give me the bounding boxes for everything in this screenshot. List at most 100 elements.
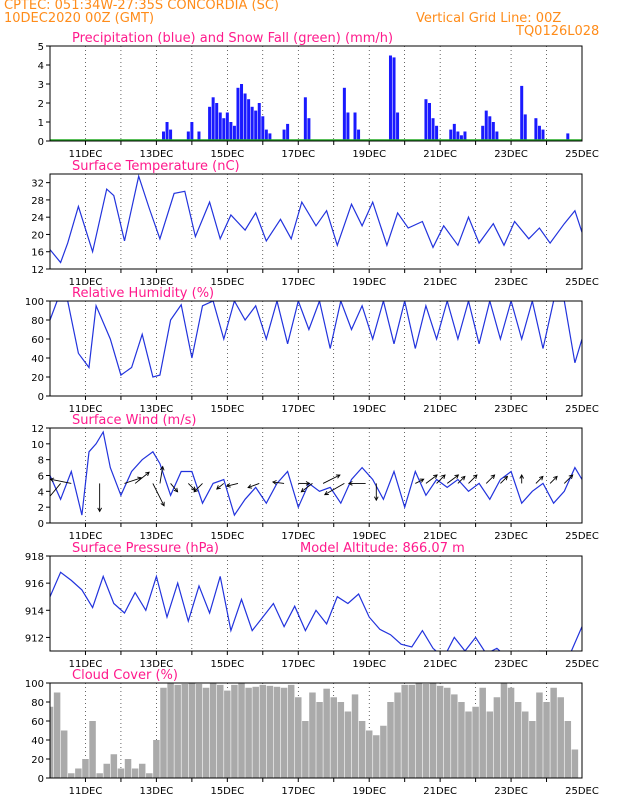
x-date-label: 11DEC (69, 659, 103, 670)
wind-arrowhead (419, 478, 425, 483)
cloud-bar (401, 684, 408, 778)
y-tick-label: 3 (38, 80, 44, 91)
x-date-label: 21DEC (423, 531, 457, 542)
y-tick-label: 2 (38, 99, 44, 110)
cloud-bar (75, 768, 82, 778)
panel-title: Relative Humidity (%) (72, 286, 214, 301)
cloud-bar (316, 702, 323, 778)
x-date-label: 25DEC (565, 149, 599, 160)
x-date-label: 11DEC (69, 786, 103, 797)
panel-pressure: 912 914 916 918 11DEC 13DEC 15DEC 17DEC 19DEC 21D… (25, 541, 599, 670)
cloud-bar (89, 721, 96, 778)
precip-bar (236, 87, 240, 141)
cloud-bar (181, 683, 189, 778)
x-date-label: 13DEC (140, 149, 174, 160)
precip-bar (282, 129, 286, 141)
wind-arrow (272, 481, 285, 484)
y-tick-label: 16 (31, 248, 44, 259)
y-tick-label: 20 (31, 755, 44, 766)
cloud-bar (422, 683, 430, 778)
cloud-bar (557, 697, 564, 778)
cloud-bar (571, 749, 579, 778)
y-tick-label: 1 (38, 118, 44, 129)
panel-title: Surface Wind (m/s) (72, 413, 196, 428)
wind-arrowhead (347, 481, 353, 486)
x-date-label: 23DEC (494, 277, 528, 288)
cloud-bar (280, 687, 288, 778)
precip-bar (346, 112, 350, 141)
cloud-bar (380, 725, 387, 778)
precip-data (50, 55, 582, 141)
wind-arrow (457, 476, 466, 484)
precip-bar (232, 125, 236, 141)
header-date: 10DEC2020 00Z (GMT) (4, 11, 155, 26)
panel-humidity: 0 20 40 60 80 100 11DEC 13DEC 15DEC 17DEC 19DEC 21D… (25, 286, 599, 415)
x-date-label: 17DEC (281, 149, 315, 160)
cloud-bar (522, 711, 529, 778)
precip-bar (392, 57, 396, 141)
cloud-bar (53, 692, 61, 778)
precip-bar (229, 122, 233, 141)
wind-arrowhead (300, 488, 306, 493)
cloud-bar (373, 735, 380, 778)
cloud-data (50, 683, 579, 778)
y-tick-label: 916 (25, 579, 44, 590)
wind-arrow (170, 483, 178, 493)
y-tick-label: 32 (31, 179, 44, 190)
cloud-bar (68, 773, 75, 778)
cloud-bar (96, 773, 103, 778)
humidity-line (50, 301, 582, 378)
cloud-bar (216, 684, 224, 778)
cloud-bar (415, 683, 423, 778)
panel-title: Precipitation (blue) and Snow Fall (gree… (72, 31, 393, 46)
precip-bar (190, 122, 194, 141)
precip-bar (456, 131, 460, 141)
cloud-bar (50, 706, 54, 778)
wind-arrow (324, 483, 345, 496)
precip-bar (566, 133, 570, 141)
x-date-label: 19DEC (352, 277, 386, 288)
precip-bar (523, 114, 527, 141)
wind-arrow (436, 474, 446, 484)
precip-bar (165, 122, 169, 141)
wind-arrow (468, 474, 478, 484)
x-date-label: 19DEC (352, 404, 386, 415)
y-tick-label: 60 (31, 335, 44, 346)
wind-arrow (50, 483, 61, 497)
precip-bar (541, 129, 545, 141)
y-tick-label: 912 (25, 633, 44, 644)
x-date-label: 15DEC (210, 659, 244, 670)
cloud-bar (514, 702, 522, 778)
panel-frame (49, 173, 583, 270)
y-tick-label: 20 (31, 373, 44, 384)
precip-bar (388, 55, 392, 141)
cloud-bar (330, 697, 337, 778)
y-tick-label: 0 (38, 137, 44, 148)
y-tick-label: 914 (25, 606, 44, 617)
wind-arrowhead (193, 487, 199, 493)
wind-arrowhead (225, 483, 231, 488)
pressure-line (50, 571, 582, 651)
precip-bar (286, 123, 290, 141)
pressure-data (50, 571, 582, 651)
x-date-label: 25DEC (565, 404, 599, 415)
precip-bar (257, 103, 261, 141)
wind-arrow (425, 474, 438, 484)
cloud-bar (124, 759, 132, 778)
x-date-label: 23DEC (494, 786, 528, 797)
wind-arrow (152, 483, 165, 507)
y-tick-label: 8 (38, 456, 44, 467)
panel-frame (49, 682, 583, 779)
x-date-label: 15DEC (210, 786, 244, 797)
cloud-bar (224, 690, 231, 778)
x-date-label: 23DEC (494, 149, 528, 160)
wind-arrow (549, 476, 558, 484)
panel-frame (49, 555, 583, 652)
cloud-bar (302, 721, 309, 778)
y-tick-label: 6 (38, 472, 44, 483)
x-date-label: 11DEC (69, 277, 103, 288)
cloud-bar (358, 721, 366, 778)
cloud-bar (543, 702, 550, 778)
y-tick-label: 100 (25, 679, 44, 690)
precip-bar (481, 125, 485, 141)
